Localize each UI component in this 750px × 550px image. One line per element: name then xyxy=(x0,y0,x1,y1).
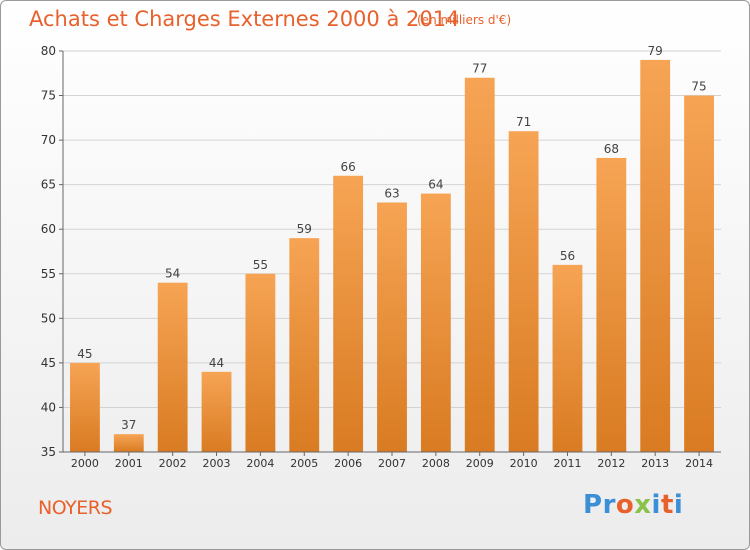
y-tick-label: 35 xyxy=(41,445,56,459)
data-label-2011: 56 xyxy=(560,249,575,263)
y-tick-label: 55 xyxy=(41,267,56,281)
x-tick-label-2012: 2012 xyxy=(597,457,625,470)
x-tick-label-2002: 2002 xyxy=(159,457,187,470)
x-tick-label-2009: 2009 xyxy=(466,457,494,470)
x-tick-label-2003: 2003 xyxy=(203,457,231,470)
y-tick-label: 45 xyxy=(41,356,56,370)
data-label-2009: 77 xyxy=(472,62,487,76)
bar-2003 xyxy=(201,371,232,452)
bar-2008 xyxy=(420,193,451,453)
y-tick-label: 40 xyxy=(41,400,56,414)
data-label-2005: 59 xyxy=(297,222,312,236)
x-tick-label-2013: 2013 xyxy=(641,457,669,470)
y-tick-label: 80 xyxy=(41,44,56,58)
x-tick-label-2005: 2005 xyxy=(290,457,318,470)
bar-2012 xyxy=(596,157,627,452)
bar-2001 xyxy=(113,434,144,452)
x-tick-label-2006: 2006 xyxy=(334,457,362,470)
logo-letter: x xyxy=(634,490,652,520)
data-label-2008: 64 xyxy=(428,178,443,192)
bar-2006 xyxy=(333,175,364,452)
proxiti-logo: Proxiti xyxy=(583,490,683,520)
x-tick-label-2000: 2000 xyxy=(71,457,99,470)
x-tick-label-2001: 2001 xyxy=(115,457,143,470)
logo-letter: r xyxy=(602,490,616,520)
bar-2009 xyxy=(464,77,495,452)
y-tick-label: 50 xyxy=(41,311,56,325)
data-label-2006: 66 xyxy=(340,160,355,174)
data-label-2002: 54 xyxy=(165,267,180,281)
bar-2011 xyxy=(552,264,583,452)
logo-letter: P xyxy=(583,490,603,520)
logo-letter: i xyxy=(651,490,661,520)
bar-2000 xyxy=(70,362,100,452)
x-tick-label-2010: 2010 xyxy=(510,457,538,470)
logo-letter: t xyxy=(660,490,674,520)
bar-2010 xyxy=(508,131,539,452)
axes: 35 40 45 50 55 60 65 70 75 80 2000 2001 2002 2003 2004… xyxy=(41,44,721,470)
y-tick-label: 60 xyxy=(41,222,56,236)
chart-subtitle: (en milliers d'€) xyxy=(417,13,512,27)
data-label-2007: 63 xyxy=(384,186,399,200)
data-label-2013: 79 xyxy=(648,44,663,58)
chart-title: Achats et Charges Externes 2000 à 2014 xyxy=(29,7,460,31)
x-tick-label-2004: 2004 xyxy=(246,457,274,470)
y-tick-label: 70 xyxy=(41,133,56,147)
x-tick-label-2008: 2008 xyxy=(422,457,450,470)
bar-2014 xyxy=(684,95,714,453)
data-label-2004: 55 xyxy=(253,258,268,272)
bar-2007 xyxy=(377,202,407,452)
bar-2005 xyxy=(289,238,320,452)
bar-2002 xyxy=(157,282,188,452)
logo-letter: o xyxy=(615,490,635,520)
data-label-2003: 44 xyxy=(209,356,224,370)
y-tick-label: 75 xyxy=(41,89,56,103)
x-tick-label-2014: 2014 xyxy=(685,457,713,470)
bars: 45 37 54 44 55 59 66 63 64 77 71 56 68 79 75 xyxy=(70,44,714,453)
bar-2013 xyxy=(640,59,671,453)
data-label-2000: 45 xyxy=(77,347,92,361)
data-label-2012: 68 xyxy=(604,142,619,156)
data-label-2014: 75 xyxy=(691,80,706,94)
x-tick-label-2007: 2007 xyxy=(378,457,406,470)
x-tick-label-2011: 2011 xyxy=(553,457,581,470)
commune-name: NOYERS xyxy=(38,497,113,519)
bar-2004 xyxy=(245,273,276,452)
data-label-2001: 37 xyxy=(121,418,136,432)
data-label-2010: 71 xyxy=(516,115,531,129)
logo-letter: i xyxy=(673,490,684,520)
y-tick-label: 65 xyxy=(41,178,56,192)
